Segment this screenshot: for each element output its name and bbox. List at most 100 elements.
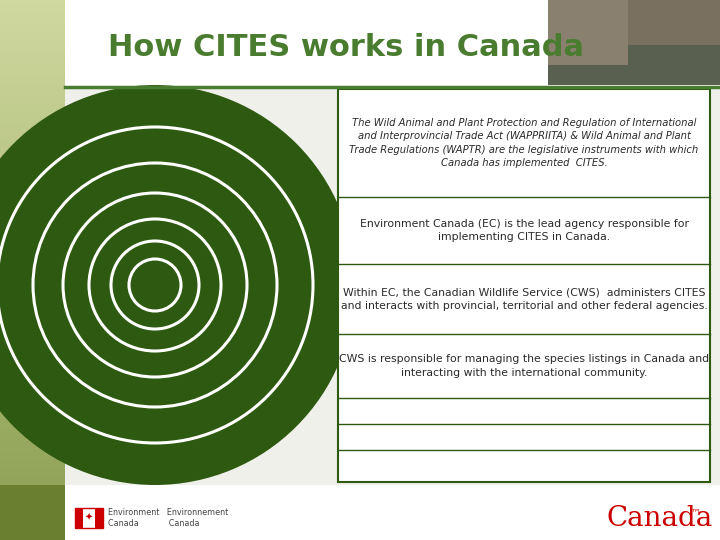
Bar [0,266,65,270]
Bar [0,436,65,441]
Bar [0,284,65,288]
Text: Within EC, the Canadian Wildlife Service (CWS)  administers CITES
and interacts : Within EC, the Canadian Wildlife Service… [341,287,707,310]
Bar [0,202,65,207]
Bar [0,288,65,293]
Bar [0,23,65,27]
Bar [0,193,65,198]
Bar [0,139,65,144]
Bar [0,490,65,495]
Bar [0,320,65,324]
Bar [0,500,65,504]
Bar [0,36,65,40]
Bar [0,472,65,477]
Bar [0,77,65,81]
Bar [0,45,65,50]
Bar [0,504,65,509]
Bar [0,446,65,450]
Bar [0,162,65,166]
Bar [0,482,65,486]
Bar [75,508,103,528]
Bar [0,58,65,63]
Bar [0,347,65,351]
Bar [0,85,65,90]
Bar [0,247,65,252]
Bar [0,536,65,540]
Bar [0,27,65,31]
Bar [75,508,83,528]
Bar [0,239,65,243]
Bar [0,513,65,517]
Bar [0,324,65,328]
Bar [0,54,65,58]
Text: The Wild Animal and Plant Protection and Regulation of International
and Interpr: The Wild Animal and Plant Protection and… [349,118,698,168]
Text: Environment   Environnement
Canada            Canada: Environment Environnement Canada Canada [108,508,228,529]
Bar [0,369,65,374]
Bar [0,485,65,540]
Bar [0,90,65,94]
Text: ✦: ✦ [85,513,93,523]
Bar [0,310,65,315]
Bar [0,72,65,77]
Circle shape [0,85,355,485]
Bar [0,342,65,347]
Bar [0,279,65,284]
Bar [0,9,65,14]
Bar [0,374,65,378]
Bar [0,486,65,490]
Bar [0,40,65,45]
Bar [0,297,65,301]
Bar [0,176,65,180]
Bar [0,14,65,18]
Bar [0,166,65,171]
Bar [0,468,65,472]
Bar [0,455,65,459]
Bar [0,18,65,23]
Bar [0,104,65,108]
Bar [338,89,710,482]
Bar [0,148,65,153]
Bar [548,0,628,65]
Bar [0,459,65,463]
Bar [0,230,65,234]
Bar [0,122,65,126]
Bar [0,360,65,364]
Bar [0,220,65,225]
Bar [0,4,65,9]
Bar [0,94,65,99]
Bar [0,423,65,428]
Text: CWS is responsible for managing the species listings in Canada and
interacting w: CWS is responsible for managing the spec… [339,354,709,377]
Bar [0,428,65,432]
Bar [548,0,720,85]
Bar [0,477,65,482]
Bar [0,135,65,139]
Bar [0,409,65,414]
Bar [0,158,65,162]
Bar [0,274,65,279]
Bar [0,306,65,310]
Bar [0,328,65,333]
Bar [0,234,65,239]
Text: ™: ™ [690,507,700,517]
Bar [0,261,65,266]
Bar [0,198,65,202]
Bar [0,144,65,148]
Bar [0,333,65,338]
Text: How CITES works in Canada: How CITES works in Canada [108,33,584,63]
Bar [0,185,65,189]
Bar [0,378,65,382]
Bar [0,293,65,297]
Bar [0,63,65,68]
Bar [0,108,65,112]
Bar [0,212,65,216]
Bar [0,396,65,401]
Bar [65,0,720,485]
Bar [0,68,65,72]
Bar [0,355,65,360]
Bar [0,531,65,536]
Bar [0,414,65,418]
Bar [65,87,720,485]
Bar [0,216,65,220]
Bar [0,387,65,392]
Bar [0,126,65,131]
Bar [0,382,65,387]
